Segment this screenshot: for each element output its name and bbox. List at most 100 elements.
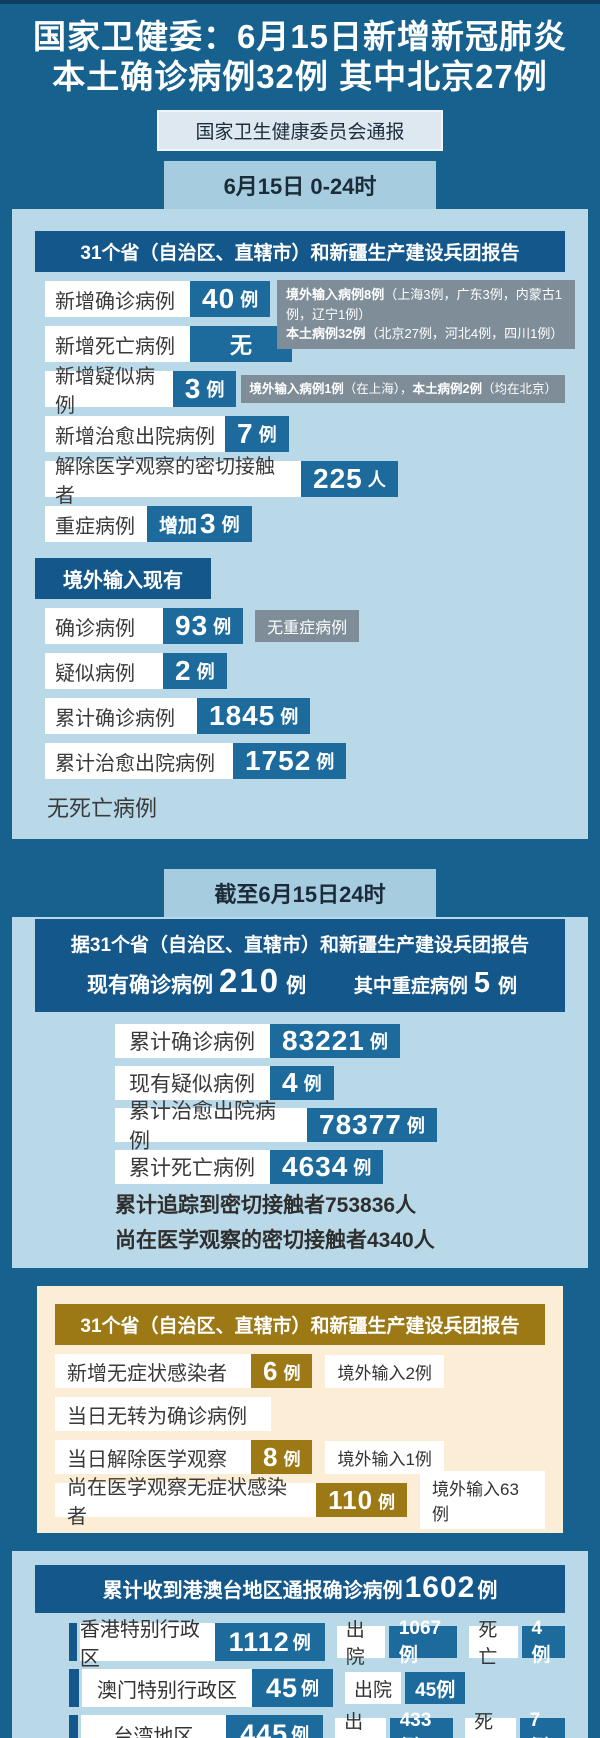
region-cases-box: 445 例: [226, 1715, 324, 1738]
table-row: 累计确诊病例 83221 例: [115, 1024, 565, 1058]
title-line-2: 本土确诊病例32例 其中北京27例: [52, 58, 548, 95]
stat-annotation: 境外输入病例1例（在上海），本土病例2例（均在北京）: [241, 374, 565, 404]
tab-daily-period: 6月15日 0-24时: [164, 161, 436, 209]
region-cases-box: 45 例: [252, 1669, 334, 1707]
daily-stats-panel: 31个省（自治区、直辖市）和新疆生产建设兵团报告 新增确诊病例 40 例 境外输入…: [12, 209, 588, 839]
table-row: 新增死亡病例 无: [45, 326, 565, 362]
tab-cumulative-period: 截至6月15日24时: [164, 869, 436, 917]
discharged-value: 45例: [405, 1672, 466, 1704]
stat-unit: 例: [303, 1074, 322, 1094]
stat-value-box: 78377 例: [307, 1108, 437, 1142]
discharged-value: 1067例: [388, 1618, 458, 1666]
stat-number: 4: [282, 1067, 299, 1098]
stat-label: 解除医学观察的密切接触者: [45, 456, 301, 507]
cumulative-stats-panel: 据31个省（自治区、直辖市）和新疆生产建设兵团报告 现有确诊病例 210 例 其中重…: [12, 917, 588, 1268]
stat-label: 累计确诊病例: [45, 698, 197, 734]
stat-label: 新增疑似病例: [45, 366, 173, 417]
stat-unit: 例: [258, 425, 277, 445]
stat-number: 83221: [282, 1025, 365, 1056]
stat-label: 疑似病例: [45, 653, 163, 689]
stat-value-box: 40 例: [190, 281, 271, 317]
under-observation-note: 尚在医学观察的密切接触者4340人: [115, 1229, 435, 1252]
stat-number: 7: [237, 418, 254, 449]
hk-macau-taiwan-panel: 累计收到港澳台地区通报确诊病例 1602 例 香港特别行政区 1112 例 出院 10…: [12, 1551, 588, 1738]
panel-header-hmt: 累计收到港澳台地区通报确诊病例 1602 例: [35, 1565, 565, 1613]
stat-annotation: 境外输入病例8例（上海3例，广东3例，内蒙古1例，辽宁1例） 本土病例32例（北…: [277, 280, 575, 349]
table-row: 累计治愈出院病例 1752 例: [45, 743, 565, 779]
stat-number: 3: [200, 508, 217, 539]
stat-prefix: 增加: [159, 515, 198, 537]
cumulative-header-block: 据31个省（自治区、直辖市）和新疆生产建设兵团报告 现有确诊病例 210 例 其中重…: [35, 919, 565, 1012]
stat-number: 93: [175, 610, 209, 641]
stat-label: 现有疑似病例: [115, 1066, 270, 1100]
stat-label: 新增无症状感染者: [55, 1354, 251, 1388]
region-name: 台湾地区: [80, 1715, 227, 1738]
stat-text-value: 无: [229, 333, 252, 358]
stat-value-box: 110 例: [316, 1483, 408, 1517]
stat-value-box: 93 例: [163, 608, 244, 644]
no-severe-badge: 无重症病例: [255, 610, 360, 642]
row-accent-bar: [69, 1715, 78, 1738]
table-row: 新增确诊病例 40 例 境外输入病例8例（上海3例，广东3例，内蒙古1例，辽宁1例…: [45, 280, 575, 349]
table-row: 解除医学观察的密切接触者 225 人: [45, 456, 565, 507]
stat-label: 累计死亡病例: [115, 1150, 270, 1184]
stat-label: 累计治愈出院病例: [115, 1100, 307, 1153]
stat-unit: 例: [240, 290, 259, 310]
region-cases-box: 1112 例: [214, 1623, 325, 1661]
stat-value-box: 1845 例: [197, 698, 311, 734]
stat-value-box: 增加 3 例: [147, 506, 252, 542]
stat-label: 新增死亡病例: [45, 326, 190, 362]
table-row: 累计死亡病例 4634 例: [115, 1150, 565, 1184]
stat-number: 3: [184, 373, 202, 404]
stat-number: 4634: [282, 1151, 349, 1182]
stat-unit: 例: [406, 1116, 425, 1136]
discharged-label: 出院: [336, 1620, 385, 1668]
stat-value-box: 无: [190, 326, 292, 362]
region-name: 香港特别行政区: [79, 1619, 215, 1670]
cumulative-header-text: 据31个省（自治区、直辖市）和新疆生产建设兵团报告: [70, 935, 530, 956]
stat-unit: 例: [280, 707, 299, 727]
no-death-note: 无死亡病例: [47, 796, 158, 821]
source-badge: 国家卫生健康委员会通报: [157, 110, 443, 151]
table-row: 确诊病例 93 例 无重症病例: [45, 608, 565, 644]
stat-number: 6: [263, 1356, 279, 1386]
stat-number: 78377: [319, 1109, 402, 1140]
stat-label: 确诊病例: [45, 608, 163, 644]
panel-header-provinces: 31个省（自治区、直辖市）和新疆生产建设兵团报告: [35, 231, 565, 272]
stat-unit: 例: [316, 752, 335, 772]
discharged-label: 出院: [335, 1712, 386, 1738]
death-value: 4例: [521, 1618, 565, 1666]
table-row: 当日无转为确诊病例: [55, 1397, 545, 1431]
region-row: 香港特别行政区 1112 例 出院 1067例 死亡 4例: [69, 1618, 565, 1670]
region-row: 澳门特别行政区 45 例 出院 45例: [69, 1669, 565, 1707]
discharged-value: 433例: [389, 1710, 454, 1738]
stat-number: 1845: [209, 700, 276, 731]
panel-header-asymptomatic: 31个省（自治区、直辖市）和新疆生产建设兵团报告: [55, 1304, 545, 1345]
stat-number: 8: [263, 1442, 279, 1472]
region-name: 澳门特别行政区: [82, 1669, 252, 1707]
title-line-1: 国家卫健委：6月15日新增新冠肺炎: [32, 18, 568, 55]
subheader-imported-current: 境外输入现有: [35, 558, 211, 599]
contact-traced-note: 累计追踪到密切接触者753836人: [115, 1194, 417, 1217]
table-row: 累计治愈出院病例 78377 例: [115, 1100, 565, 1153]
stat-value-box: 1752 例: [233, 743, 347, 779]
stat-label: 累计治愈出院病例: [45, 743, 233, 779]
death-label: 死亡: [469, 1620, 518, 1668]
stat-label: 当日无转为确诊病例: [55, 1397, 271, 1431]
stat-unit: 例: [283, 1449, 301, 1469]
discharged-label: 出院: [345, 1672, 402, 1704]
row-accent-bar: [69, 1623, 77, 1661]
page-title: 国家卫健委：6月15日新增新冠肺炎 本土确诊病例32例 其中北京27例: [0, 4, 600, 97]
stat-unit: 例: [206, 380, 225, 400]
imported-badge: 境外输入2例: [325, 1354, 444, 1388]
